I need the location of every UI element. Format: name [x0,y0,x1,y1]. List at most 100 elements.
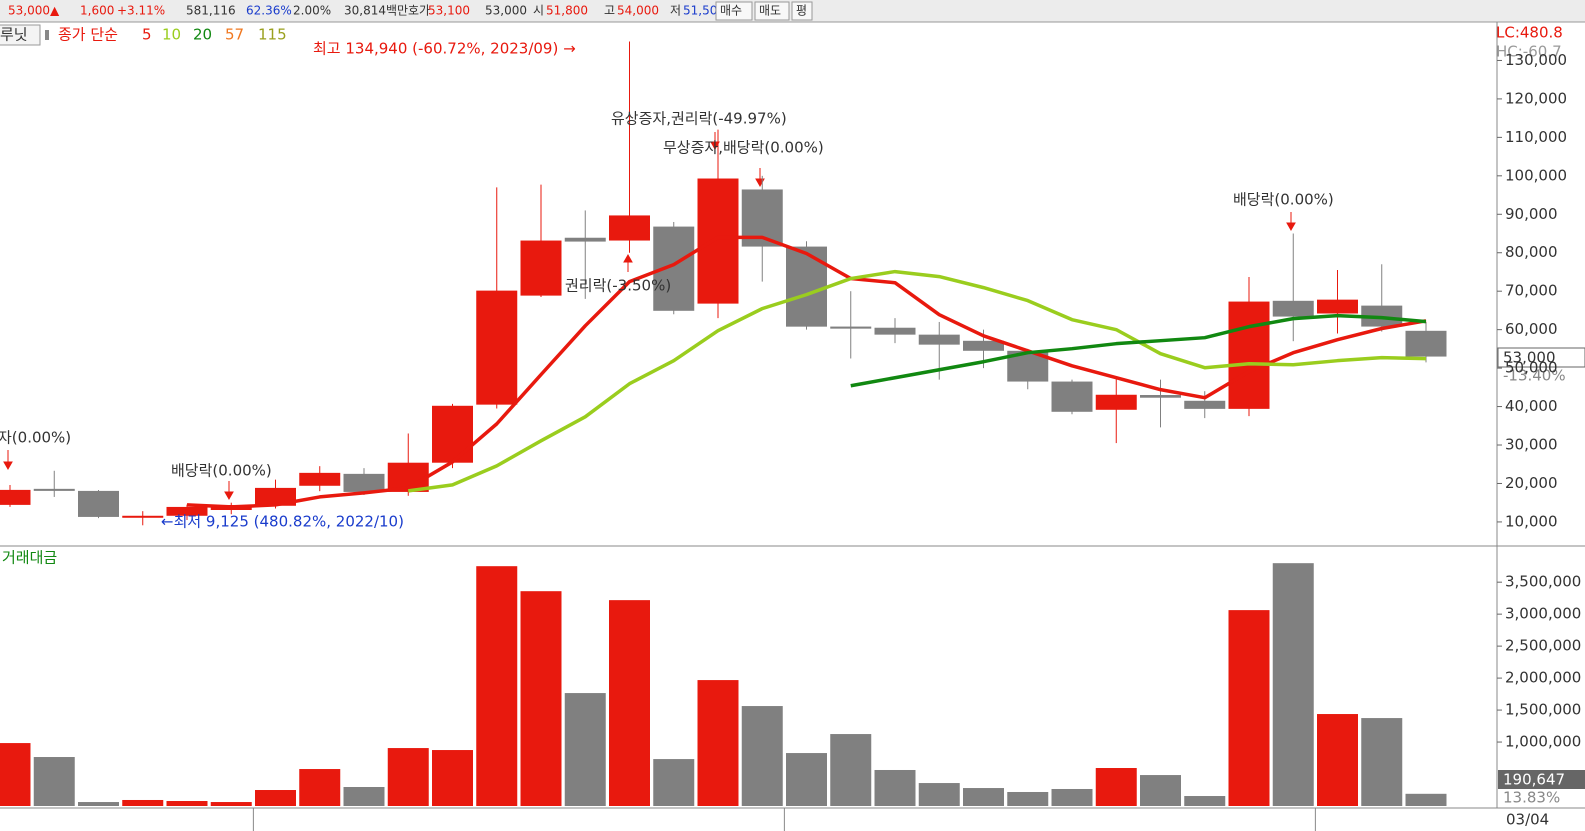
stock-name-box[interactable] [0,24,41,46]
legend-entry: 115 [258,26,287,44]
volume-bar [1272,563,1314,806]
volume-bar [1095,768,1137,806]
y-tick-label: 120,000 [1505,89,1567,107]
candle-body [697,178,739,304]
button-label: 매도 [759,4,781,18]
volume-change-label: 13.83% [1503,789,1560,807]
volume-bar [210,802,252,806]
button[interactable] [754,1,790,21]
top-bar-item: 호가 [408,4,430,18]
top-bar-item: 53,100 [428,4,470,18]
volume-bar [786,753,827,806]
y-tick-label: 40,000 [1505,397,1558,415]
top-bar-item: 1,600 [80,4,114,18]
legend-entry: 10 [162,26,181,44]
volume-bar [1361,718,1403,806]
annotation: 배당락(0.00%) [1233,191,1334,209]
candle-body [166,506,208,516]
volume-bar [255,790,296,806]
y-tick-label: 1,500,000 [1505,701,1581,719]
volume-title: 거래대금 [2,549,57,567]
volume-bar [1317,714,1358,806]
legend-entry: 5 [142,26,152,44]
ma-label: 종가 단순 [58,26,118,44]
current-price-label: 53,000 [1503,349,1556,367]
top-bar-item: 2.00% [293,4,331,18]
annotation: 무상증자,배당락(0.00%) [663,139,824,157]
volume-bar [609,600,650,806]
volume-bar [963,788,1004,806]
candle-body [343,473,385,492]
annotation: 권리락(-3.50%) [565,277,671,295]
x-tick-label: 2022 [0,811,29,829]
volume-bar [299,769,341,806]
y-tick-label: 20,000 [1505,474,1558,492]
y-tick-label: 2,500,000 [1505,637,1581,655]
candle-body [1317,299,1358,314]
candle-body [963,340,1004,351]
candle-body [299,472,341,486]
top-bar-item: 53,000 [485,4,527,18]
ma-line [408,269,1427,493]
current-volume-label: 190,647 [1503,771,1565,789]
top-bar-item: 54,000 [617,4,659,18]
candle-body [1228,301,1270,409]
candle-body [1184,400,1226,409]
volume-bar [166,801,208,806]
volume-bar [33,757,75,806]
volume-bar [387,748,429,806]
volume-bar [741,706,783,806]
change-label: -13.40% [1503,367,1566,385]
candle-body [564,237,606,242]
candle-body [78,490,119,517]
legend-entry: 57 [225,26,244,44]
top-bar-item: 53,000▲ [8,4,60,18]
candle-body [1095,394,1137,410]
y-tick-label: 3,500,000 [1505,573,1581,591]
stock-name: 루닛 [0,26,28,44]
volume-bar [918,783,960,806]
candle-body [33,488,75,491]
y-tick-label: 10,000 [1505,512,1558,530]
button[interactable] [715,1,753,21]
top-bar-item: 30,814백만 [344,4,408,18]
volume-bar [1051,788,1093,806]
button-label: 평 [796,4,807,18]
top-bar-item: 51,500 [683,4,725,18]
annotation: 자(0.00%) [0,429,71,447]
button-label: 매수 [720,4,742,18]
annotation: 최고 134,940 (-60.72%, 2023/09) → [313,40,576,58]
volume-bar [520,591,562,806]
top-bar-item: 51,800 [546,4,588,18]
volume-bar [653,759,695,806]
y-tick-label: 70,000 [1505,282,1558,300]
top-bar-item: 저 [670,4,681,18]
y-tick-label: 2,000,000 [1505,669,1581,687]
top-bar-item: 시 [533,4,544,18]
candle-body [432,405,473,463]
y-tick-label: 60,000 [1505,320,1558,338]
y-tick-label: 110,000 [1505,128,1567,146]
volume-bar [830,734,872,806]
volume-bar [874,769,916,806]
x-tick-label: 2023 [256,811,294,829]
annotation: 유상증자,권리락(-49.97%) [611,110,787,128]
y-tick-label: 3,000,000 [1505,605,1581,623]
hc-label: HC:-60.7 [1496,43,1562,61]
volume-bar [432,750,473,806]
y-tick-label: 30,000 [1505,436,1558,454]
candle-body [122,515,164,518]
volume-bar [564,693,606,806]
top-bar-item: 62.36% [246,4,292,18]
volume-bar [1405,793,1447,806]
annotation: 배당락(0.00%) [171,462,272,480]
candle-body [1405,330,1447,357]
y-tick-label: 1,000,000 [1505,733,1581,751]
y-tick-label: 90,000 [1505,205,1558,223]
candle-body [874,327,916,335]
volume-bar [1007,791,1049,806]
candle-body [830,326,872,329]
volume-bar [697,680,739,806]
button[interactable] [791,1,813,21]
